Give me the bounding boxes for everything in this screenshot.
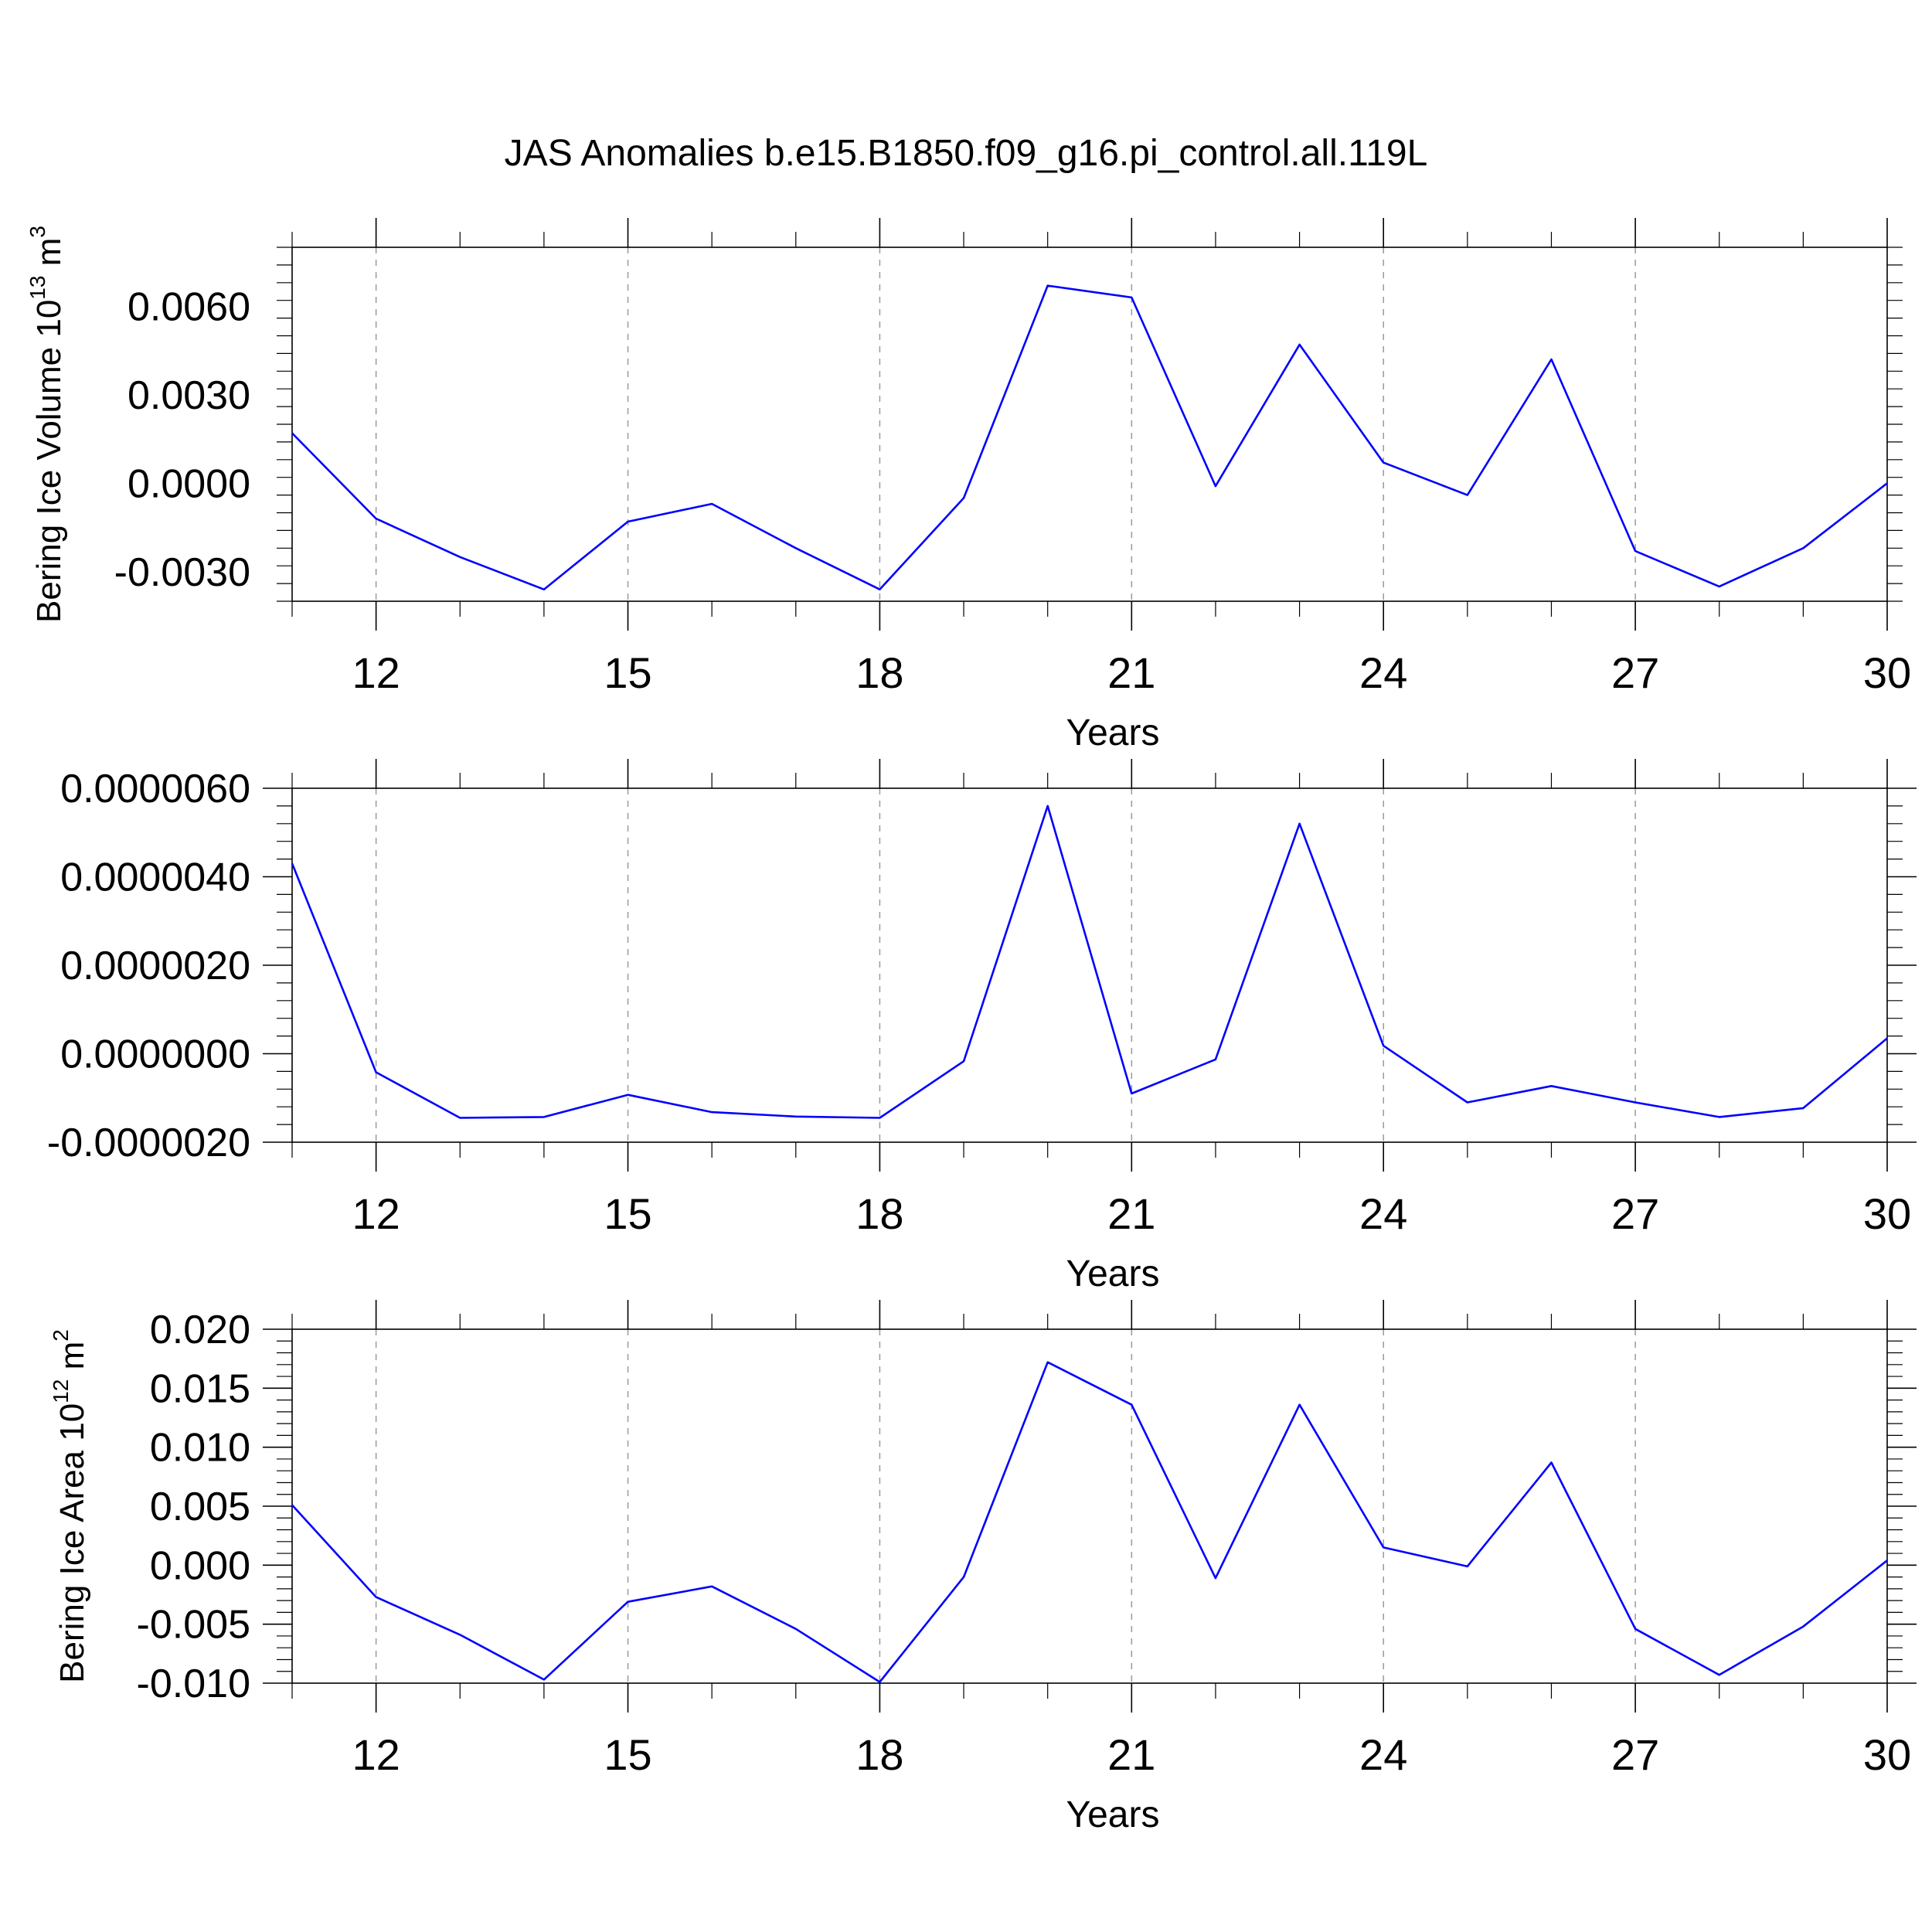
x-tick-label: 27 — [1611, 648, 1659, 697]
y-tick-label: 0.0030 — [128, 373, 250, 418]
series-line — [291, 1361, 1888, 1683]
chart-title: JAS Anomalies b.e15.B1850.f09_g16.pi_con… — [505, 133, 1428, 174]
y-tick-label: 0.010 — [150, 1426, 250, 1471]
x-tick-label: 24 — [1359, 1189, 1407, 1238]
series-line — [291, 284, 1888, 591]
series-line — [291, 804, 1888, 1119]
y-tick-label: -0.010 — [137, 1662, 250, 1706]
y-tick-label: 0.0000 — [128, 461, 250, 506]
x-tick-label: 27 — [1611, 1730, 1659, 1779]
x-tick-label: 18 — [855, 1189, 903, 1238]
y-tick-label: 0.0000000 — [60, 1032, 250, 1077]
x-tick-label: 24 — [1359, 1730, 1407, 1779]
y-tick-label: 0.005 — [150, 1485, 250, 1529]
x-axis-label: Years — [1066, 1253, 1160, 1294]
x-tick-label: 30 — [1863, 1189, 1911, 1238]
x-tick-label: 24 — [1359, 648, 1407, 697]
y-axis-label: Bering Ice Area 1012 m2 — [49, 1329, 91, 1683]
y-tick-label: 0.0000020 — [60, 944, 250, 988]
y-tick-label: 0.020 — [150, 1308, 250, 1352]
x-tick-label: 12 — [352, 648, 400, 697]
x-tick-label: 12 — [352, 1730, 400, 1779]
y-tick-label: 0.015 — [150, 1366, 250, 1411]
y-tick-label: 0.0000060 — [60, 767, 250, 811]
y-tick-label: -0.0000020 — [47, 1121, 250, 1165]
x-tick-label: 18 — [855, 648, 903, 697]
x-tick-label: 21 — [1107, 1730, 1155, 1779]
y-tick-label: 0.000 — [150, 1543, 250, 1588]
x-tick-label: 15 — [604, 1730, 651, 1779]
y-tick-label: -0.0030 — [114, 550, 250, 595]
x-axis-label: Years — [1066, 1794, 1160, 1835]
x-tick-label: 15 — [604, 1189, 651, 1238]
x-axis-label: Years — [1066, 713, 1160, 753]
x-tick-label: 30 — [1863, 1730, 1911, 1779]
panels: 12 15 18 21 24 27 30 -0.0030 0.0000 0.0030 0.0060 Y… — [26, 218, 1917, 1835]
y-axis-label: Bering Ice Volume 1013 m3 — [26, 226, 68, 623]
x-tick-label: 15 — [604, 648, 651, 697]
y-tick-label: 0.0060 — [128, 284, 250, 329]
panel-3: 12 15 18 21 24 27 30 -0.010 -0.005 0.000 0.005 0.01… — [49, 1300, 1917, 1835]
panel-2: 12 15 18 21 24 27 30 -0.0000020 0.0000000 0.00000… — [47, 759, 1917, 1294]
y-tick-label: 0.0000040 — [60, 855, 250, 900]
x-tick-label: 21 — [1107, 648, 1155, 697]
y-tick-label: -0.005 — [137, 1603, 250, 1648]
x-tick-label: 12 — [352, 1189, 400, 1238]
x-tick-label: 21 — [1107, 1189, 1155, 1238]
x-tick-label: 27 — [1611, 1189, 1659, 1238]
x-tick-label: 30 — [1863, 648, 1911, 697]
panel-1: 12 15 18 21 24 27 30 -0.0030 0.0000 0.0030 0.0060 Y… — [26, 218, 1911, 753]
x-tick-label: 18 — [855, 1730, 903, 1779]
